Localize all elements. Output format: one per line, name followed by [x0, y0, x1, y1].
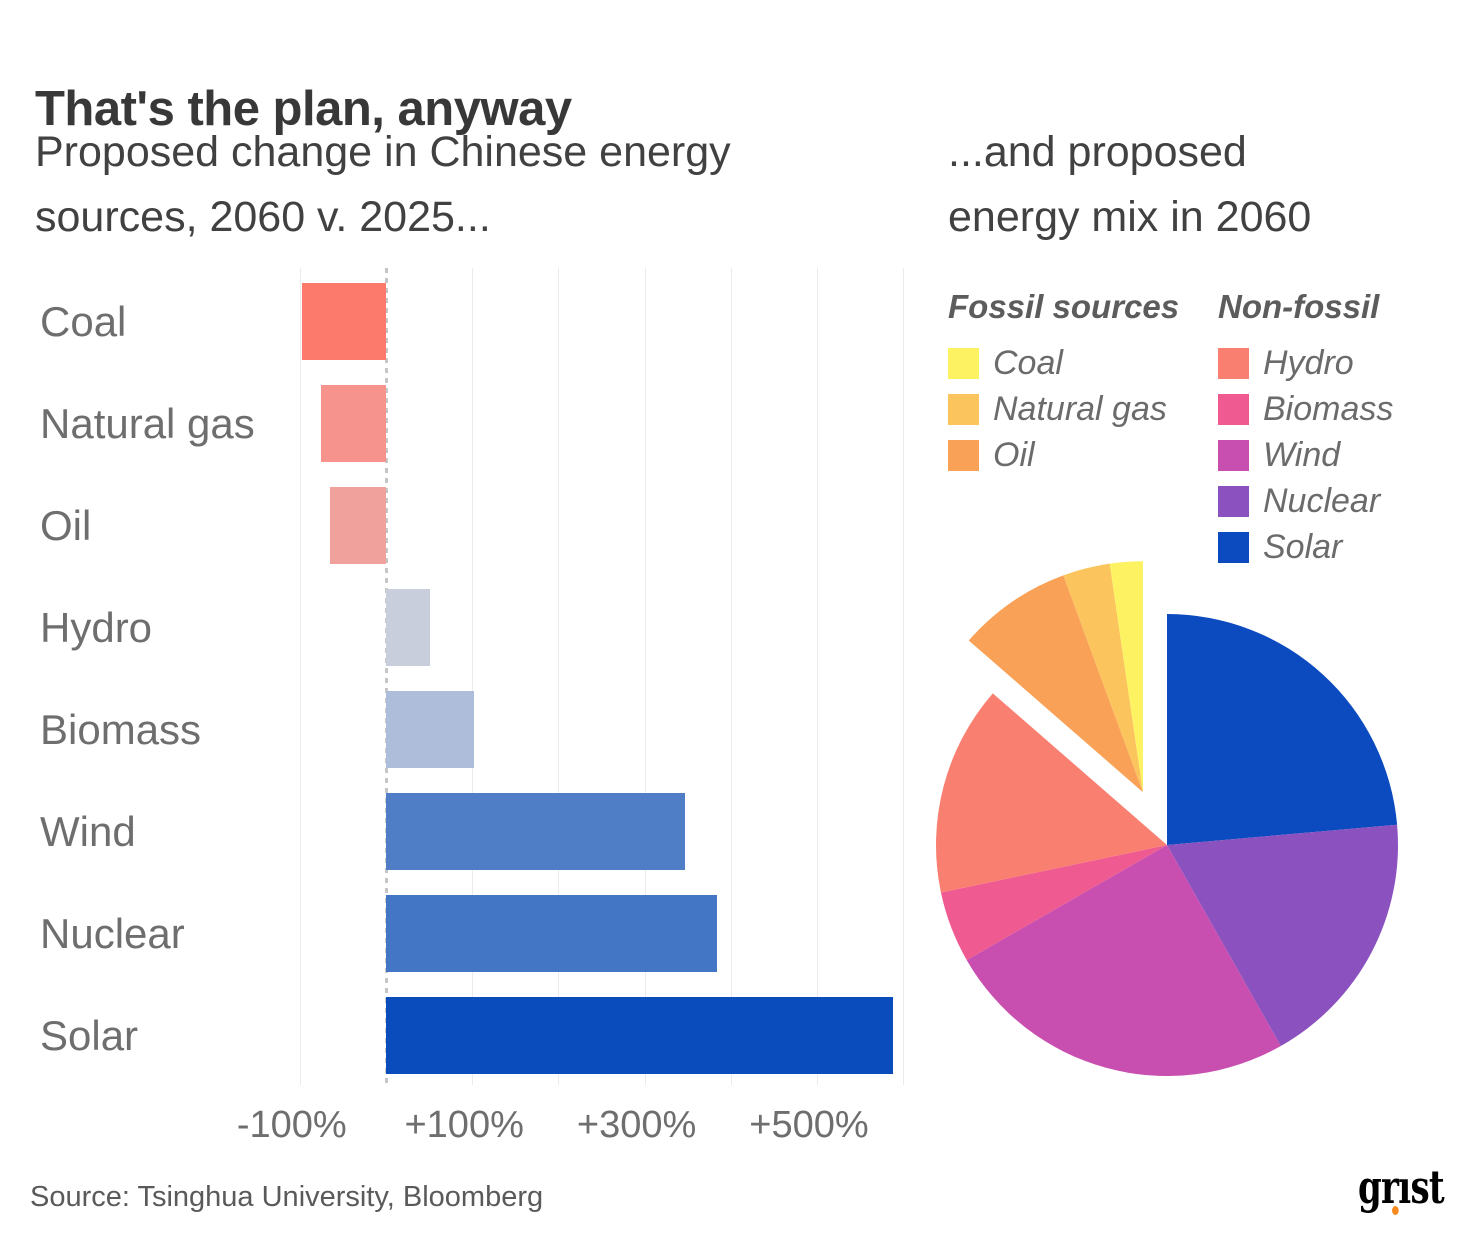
- legend-label-coal: Coal: [993, 343, 1063, 382]
- category-label-coal: Coal: [40, 297, 127, 345]
- bar-chart-subtitle-line-2: sources, 2060 v. 2025...: [35, 193, 491, 241]
- category-label-nuclear: Nuclear: [40, 909, 185, 957]
- pie-svg: [936, 561, 1399, 1076]
- legend-item-wind: Wind: [1218, 432, 1393, 478]
- source-attribution: Source: Tsinghua University, Bloomberg: [30, 1181, 544, 1213]
- pie-slice-coal: [1109, 561, 1143, 793]
- legend-label-biomass: Biomass: [1263, 389, 1394, 428]
- legend-label-wind: Wind: [1263, 435, 1341, 474]
- gridline-300pct: [644, 268, 646, 1085]
- legend-swatch-solar: [1218, 531, 1249, 563]
- page-title: That's the plan, anyway: [35, 81, 572, 136]
- legend-non-fossil: Non-fossil Hydro Biomass Wind Nuclear So…: [1218, 288, 1393, 570]
- category-label-wind: Wind: [40, 807, 136, 855]
- pie-chart: [910, 550, 1410, 1090]
- x-axis-tick--100-: +100%: [404, 1104, 524, 1146]
- category-label-biomass: Biomass: [40, 705, 202, 753]
- legend-item-natural-gas: Natural gas: [948, 386, 1179, 432]
- legend-title-fossil: Fossil sources: [948, 288, 1180, 325]
- gridline-400pct: [730, 268, 732, 1085]
- pie-slice-hydro: [936, 693, 1167, 893]
- bar-chart-subtitle: Proposed change in Chinese energy source…: [35, 120, 731, 250]
- legend-label-hydro: Hydro: [1263, 343, 1354, 382]
- legend-swatch-biomass: [1218, 393, 1249, 425]
- legend-swatch-oil: [948, 439, 979, 471]
- bar-hydro: [386, 589, 430, 666]
- zero-baseline: [385, 268, 388, 1085]
- pie-slice-oil: [968, 575, 1143, 793]
- bar-nuclear: [386, 895, 717, 972]
- bar-solar: [386, 997, 893, 1074]
- legend-item-hydro: Hydro: [1218, 340, 1393, 386]
- grist-logo-text: grıst: [1358, 1160, 1445, 1214]
- legend-label-oil: Oil: [993, 435, 1035, 474]
- legend-swatch-wind: [1218, 439, 1249, 471]
- legend-item-nuclear: Nuclear: [1218, 478, 1393, 524]
- gridline-100pct: [472, 268, 474, 1085]
- category-label-solar: Solar: [40, 1011, 139, 1059]
- bar-natural-gas: [321, 385, 387, 462]
- pie-chart-subtitle: ...and proposed energy mix in 2060: [948, 120, 1311, 250]
- pie-chart-subtitle-line-2: energy mix in 2060: [948, 193, 1312, 241]
- bar-biomass: [386, 691, 474, 768]
- gridline-200pct: [558, 268, 560, 1085]
- bar-oil: [330, 487, 386, 564]
- pie-slice-wind: [966, 845, 1281, 1076]
- legend-swatch-coal: [948, 347, 979, 379]
- legend-swatch-nuclear: [1218, 485, 1249, 517]
- pie-slice-nuclear: [1167, 824, 1399, 1047]
- bar-wind: [386, 793, 686, 870]
- legend-fossil-sources: Fossil sources Coal Natural gas Oil: [948, 288, 1179, 478]
- x-axis-tick--100-: -100%: [236, 1104, 347, 1146]
- gridline--100pct: [299, 268, 301, 1085]
- legend-item-biomass: Biomass: [1218, 386, 1393, 432]
- bar-chart-subtitle-line-1: Proposed change in Chinese energy: [35, 128, 731, 176]
- legend-swatch-natural-gas: [948, 393, 979, 425]
- legend-title-non-fossil: Non-fossil: [1218, 288, 1380, 325]
- bar-coal: [302, 283, 386, 360]
- gridline-600pct: [903, 268, 905, 1085]
- pie-slice-solar: [1167, 614, 1398, 845]
- pie-slice-biomass: [940, 845, 1167, 961]
- gridline-500pct: [817, 268, 818, 1085]
- legend-label-natural-gas: Natural gas: [993, 389, 1167, 428]
- category-label-oil: Oil: [40, 501, 92, 549]
- legend-label-nuclear: Nuclear: [1263, 481, 1381, 520]
- legend-item-coal: Coal: [948, 340, 1179, 386]
- category-label-hydro: Hydro: [40, 603, 153, 651]
- grist-logo: grıst: [1358, 1164, 1447, 1234]
- legend-swatch-hydro: [1218, 347, 1249, 379]
- category-label-natural-gas: Natural gas: [40, 399, 255, 447]
- pie-slice-natural-gas: [1063, 563, 1143, 793]
- legend-item-oil: Oil: [948, 432, 1179, 478]
- x-axis-tick--300-: +300%: [576, 1104, 697, 1146]
- legend-item-solar: Solar: [1218, 524, 1393, 570]
- grist-logo-orange-dot: [1392, 1206, 1399, 1215]
- legend-label-solar: Solar: [1263, 527, 1343, 566]
- x-axis-tick--500-: +500%: [749, 1104, 869, 1146]
- pie-chart-subtitle-line-1: ...and proposed: [948, 128, 1247, 176]
